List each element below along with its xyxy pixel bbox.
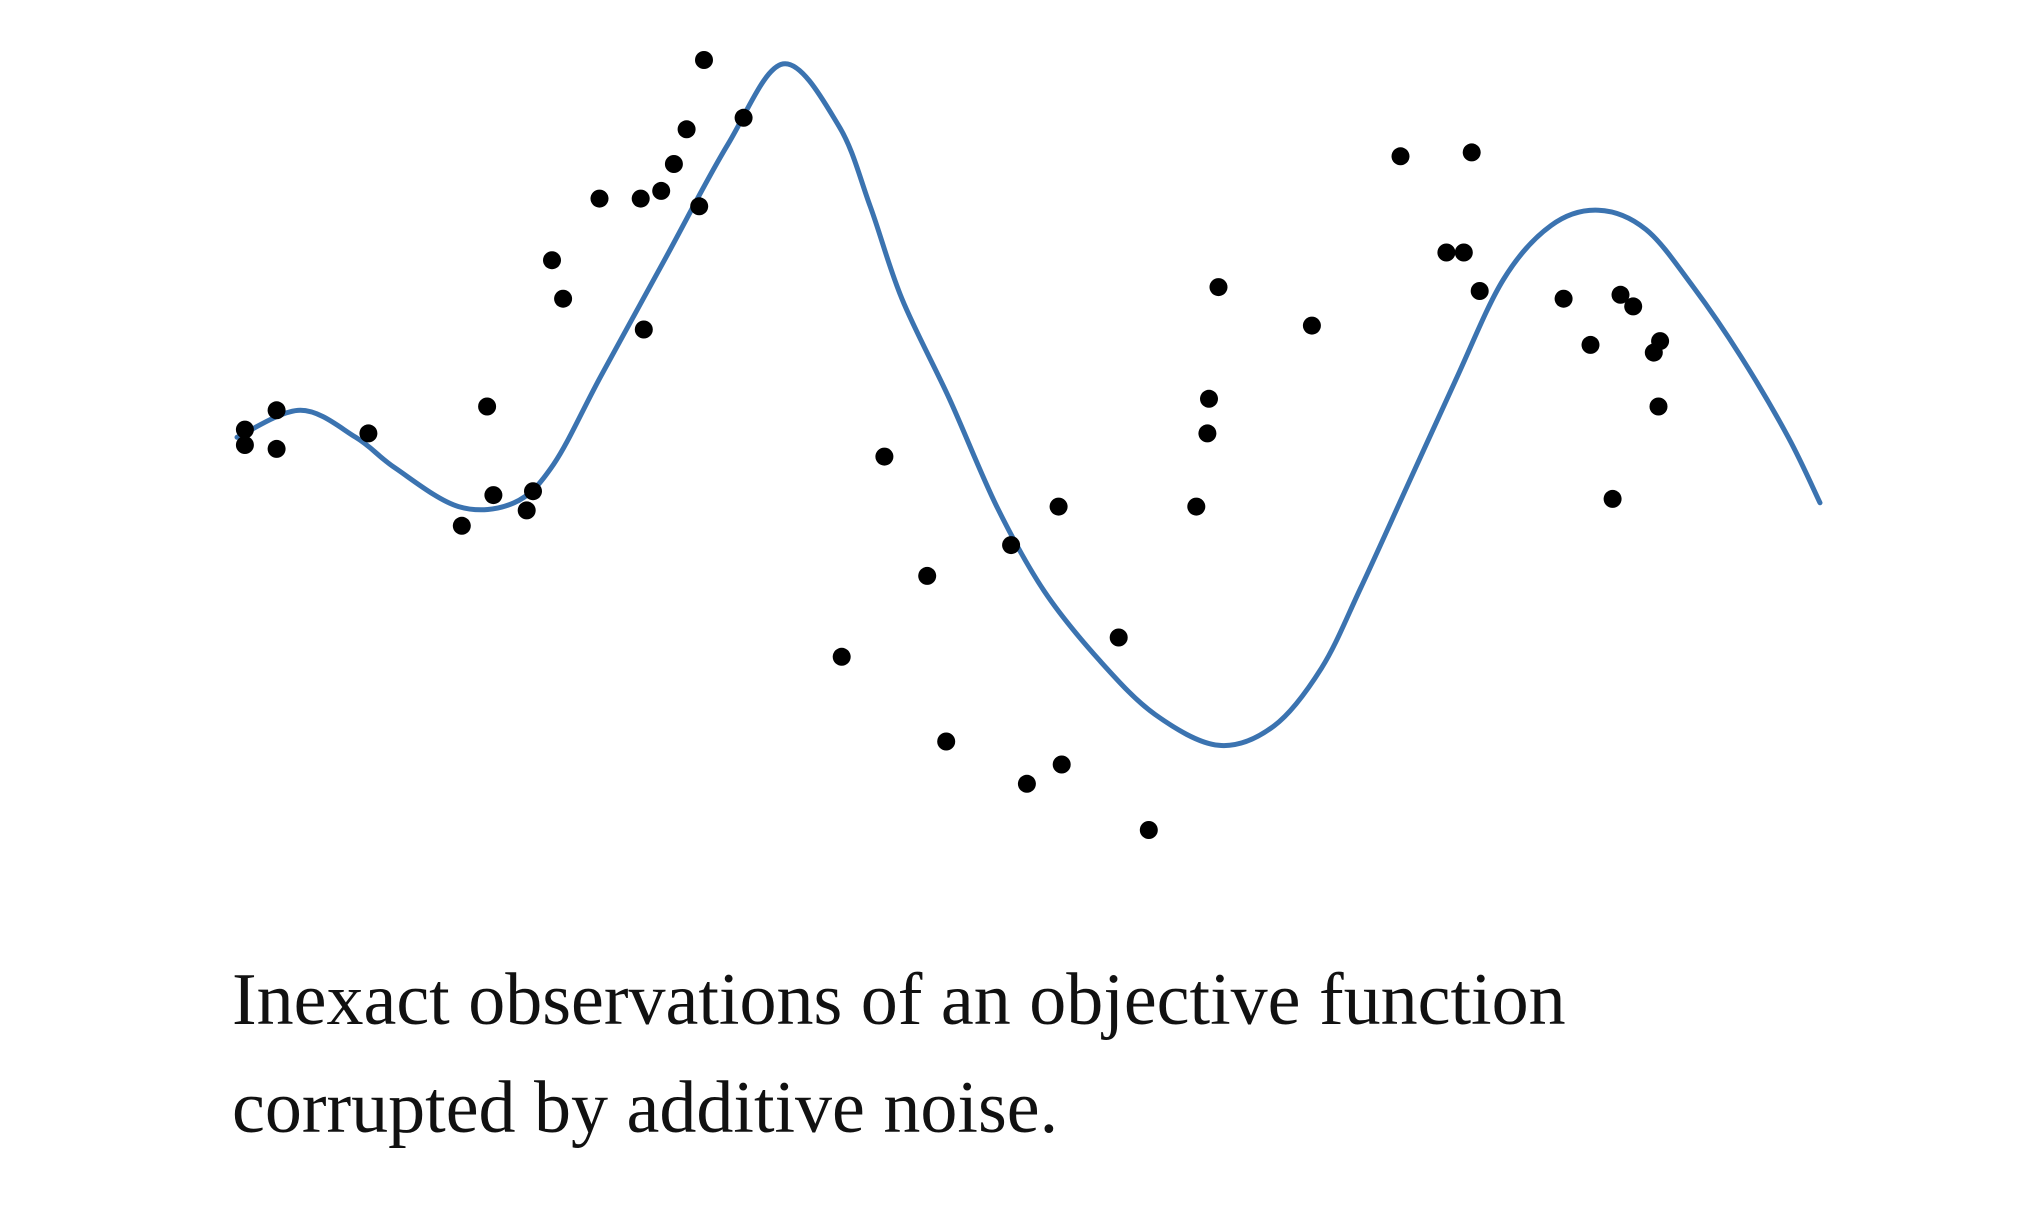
observation-point <box>524 482 542 501</box>
observation-point <box>664 155 683 173</box>
observation-point <box>1052 755 1071 774</box>
observation-point <box>1470 282 1489 300</box>
observation-point <box>1200 389 1218 408</box>
observation-point <box>1017 774 1036 793</box>
observation-point <box>1624 297 1643 316</box>
observation-point <box>734 108 753 127</box>
observation-point <box>1391 147 1410 166</box>
figure-caption: Inexact observations of an objective fun… <box>232 946 1932 1162</box>
observation-point <box>1649 397 1668 416</box>
observation-point <box>1437 243 1456 262</box>
observation-point <box>690 197 709 216</box>
observation-point <box>1611 285 1630 304</box>
observation-point <box>695 51 713 69</box>
caption-line-1: Inexact observations of an objective fun… <box>232 959 1566 1041</box>
observation-point <box>235 420 254 439</box>
observation-point <box>1302 316 1321 335</box>
observation-point <box>832 647 851 666</box>
observation-point <box>1603 489 1622 508</box>
observation-point <box>543 251 561 270</box>
observation-point <box>918 566 937 585</box>
observation-point <box>1554 289 1573 308</box>
observation-point <box>267 401 286 420</box>
objective-function-curve <box>234 61 1823 749</box>
observation-point <box>1581 335 1600 354</box>
observation-point <box>1002 536 1021 555</box>
observation-point <box>478 397 497 416</box>
observation-point <box>631 189 650 208</box>
chart <box>234 51 1823 839</box>
observation-point <box>875 447 894 466</box>
observation-point <box>484 486 503 505</box>
observation-point <box>235 436 254 454</box>
observation-point <box>677 120 696 139</box>
observation-point <box>590 189 609 208</box>
observation-points <box>235 51 1670 839</box>
observation-point <box>517 501 536 520</box>
observation-point <box>1209 278 1228 297</box>
observation-point <box>652 181 671 200</box>
observation-point <box>1454 243 1473 262</box>
observation-point <box>554 289 573 308</box>
observation-point <box>1139 821 1158 839</box>
observation-point <box>1462 143 1481 162</box>
observation-point <box>1109 628 1128 647</box>
observation-point <box>937 732 956 751</box>
observation-point <box>1049 497 1068 516</box>
observation-point <box>1198 424 1217 443</box>
observation-point <box>1651 332 1670 351</box>
plot-area <box>234 51 1823 839</box>
observation-point <box>634 320 653 339</box>
observation-point <box>359 424 378 443</box>
observation-point <box>452 516 471 535</box>
observation-point <box>1187 497 1206 516</box>
observation-point <box>267 439 286 458</box>
caption-line-2: corrupted by additive noise. <box>232 1067 1059 1149</box>
